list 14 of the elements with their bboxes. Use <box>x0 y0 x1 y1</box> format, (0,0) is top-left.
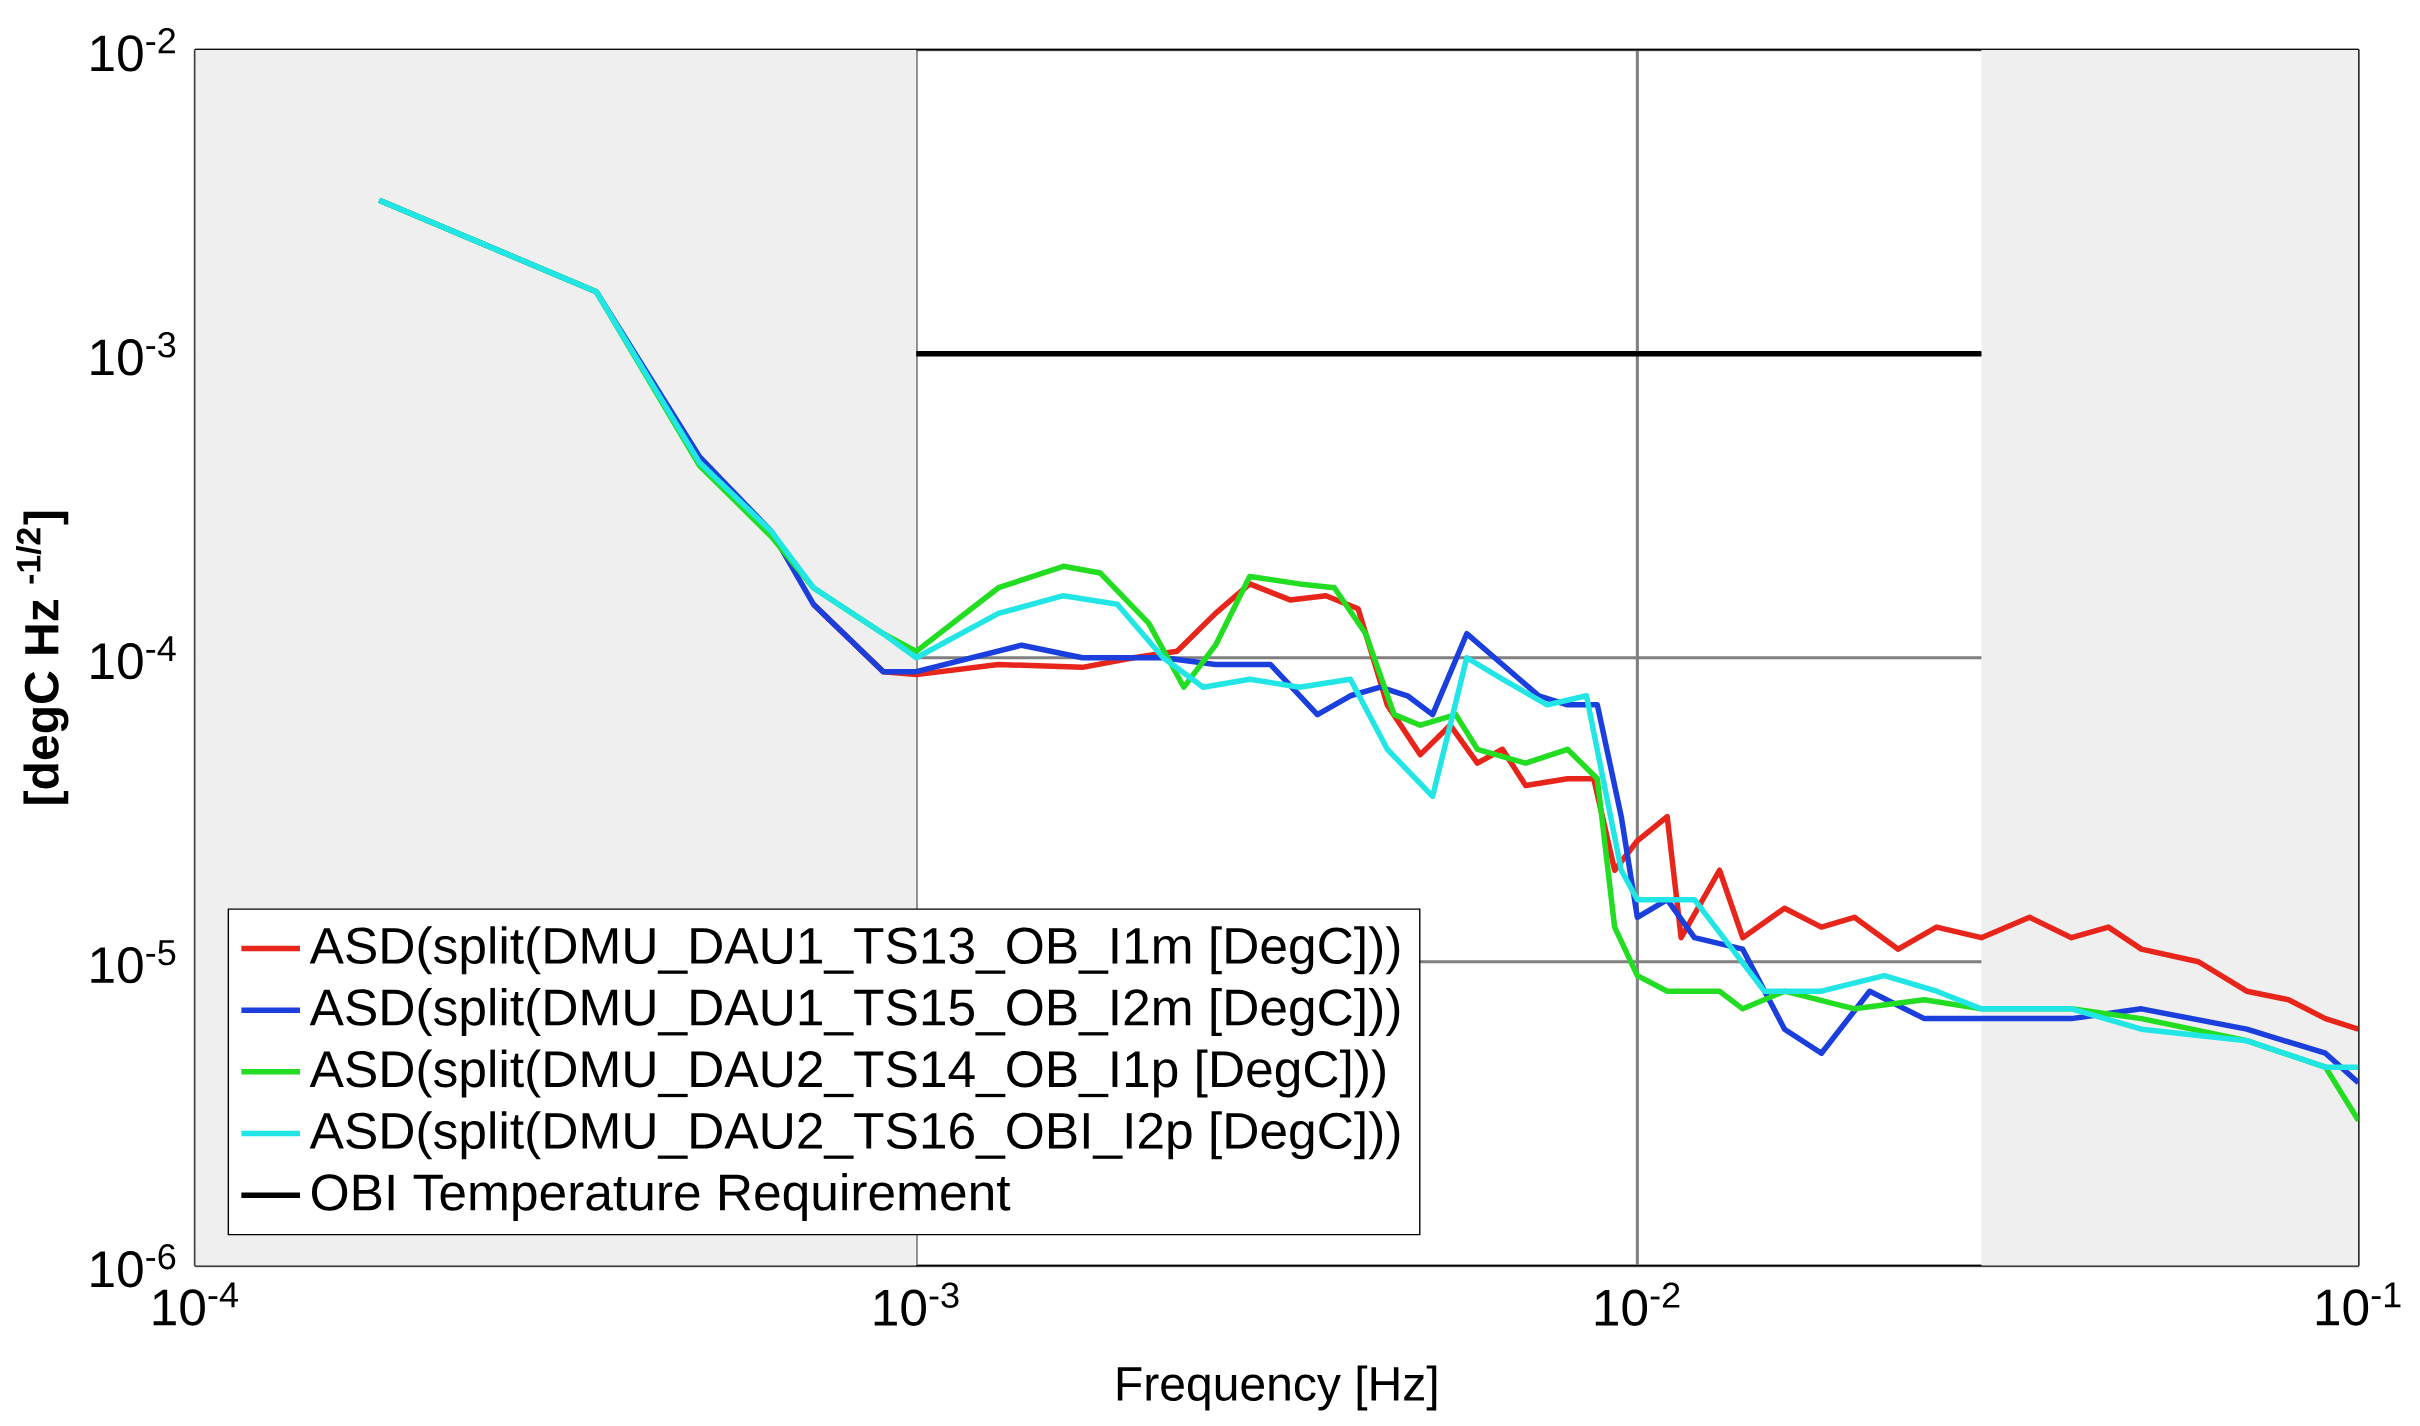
legend-label: ASD(split(DMU_DAU1_TS13_OB_I1m [DegC])) <box>309 926 1400 975</box>
x-axis-title: Frequency [Hz] <box>1117 1365 1437 1411</box>
legend-label: OBI Temperature Requirement <box>312 1172 1011 1221</box>
legend-label: ASD(split(DMU_DAU1_TS15_OB_I2m [DegC])) <box>309 987 1400 1036</box>
y-axis-title: [degC Hz $^{-1/2}$] <box>15 511 69 804</box>
y-tick-label: 10$^{-2}$ <box>91 27 175 72</box>
legend-label: ASD(split(DMU_DAU2_TS14_OB_I1p [DegC])) <box>309 1049 1385 1098</box>
y-tick-label: 10$^{-3}$ <box>91 331 176 376</box>
y-tick-label: 10$^{-4}$ <box>91 635 176 680</box>
x-tick-label: 10$^{-2}$ <box>1595 1282 1680 1326</box>
legend-label: ASD(split(DMU_DAU2_TS16_OBI_I2p [DegC])) <box>309 1111 1400 1160</box>
x-tick-label: 10$^{-1}$ <box>2316 1282 2401 1326</box>
y-tick-label: 10$^{-5}$ <box>91 939 176 984</box>
x-tick-label: 10$^{-3}$ <box>874 1282 959 1326</box>
